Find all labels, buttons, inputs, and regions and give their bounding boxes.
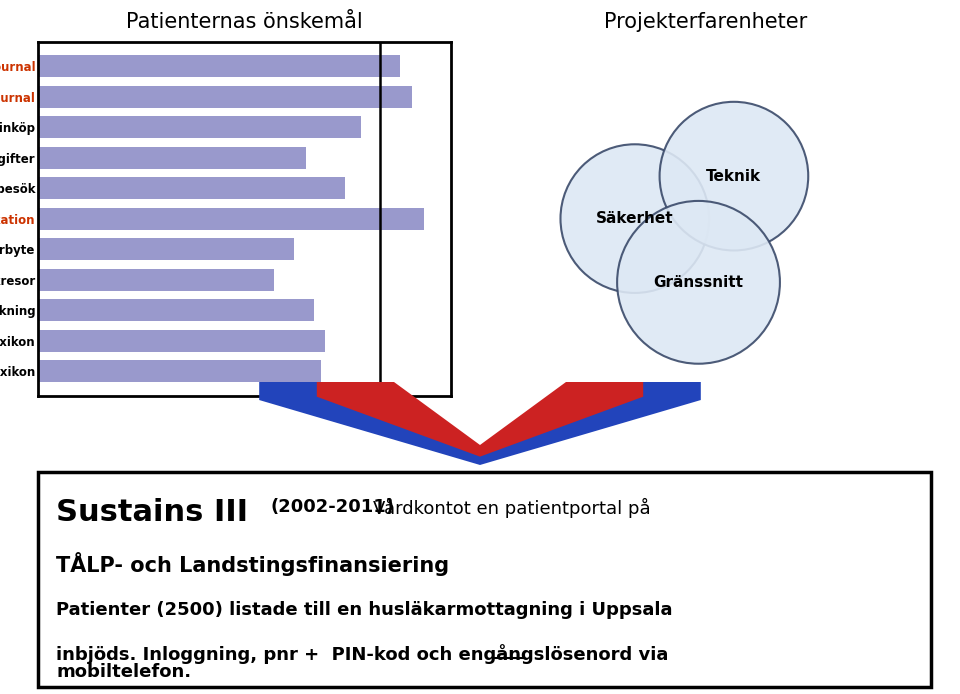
Text: inbjöds. Inloggning, pnr +  PIN-kod och engångslösenord via: inbjöds. Inloggning, pnr + PIN-kod och e… — [57, 644, 668, 664]
Circle shape — [617, 201, 780, 364]
Bar — [38, 177, 345, 199]
Bar — [38, 360, 322, 382]
Bar — [38, 55, 400, 77]
Bar — [38, 208, 423, 230]
Text: Sustains III: Sustains III — [57, 498, 249, 527]
Text: (2002-2011): (2002-2011) — [271, 498, 395, 516]
Text: Teknik: Teknik — [707, 169, 761, 184]
Text: Patienter (2500) listade till en husläkarmottagning i Uppsala: Patienter (2500) listade till en husläka… — [57, 601, 673, 619]
Bar — [38, 116, 361, 138]
Bar — [38, 85, 412, 108]
Text: mobiltelefon.: mobiltelefon. — [57, 663, 191, 681]
Bar — [38, 146, 305, 169]
Polygon shape — [259, 382, 701, 465]
Title: Projekterfarenheter: Projekterfarenheter — [604, 12, 807, 32]
Bar — [38, 299, 314, 321]
Title: Patienternas önskemål: Patienternas önskemål — [127, 12, 363, 32]
Text: TÅLP- och Landstingsfinansiering: TÅLP- och Landstingsfinansiering — [57, 552, 449, 575]
Text: Gränssnitt: Gränssnitt — [654, 275, 744, 290]
Text: Vårdkontot en patientportal på: Vårdkontot en patientportal på — [373, 498, 651, 518]
Bar — [38, 238, 294, 260]
Polygon shape — [317, 382, 643, 457]
Text: Säkerhet: Säkerhet — [596, 211, 674, 226]
Bar — [38, 269, 275, 291]
Circle shape — [660, 102, 808, 251]
Circle shape — [561, 144, 709, 293]
Bar — [38, 330, 325, 352]
